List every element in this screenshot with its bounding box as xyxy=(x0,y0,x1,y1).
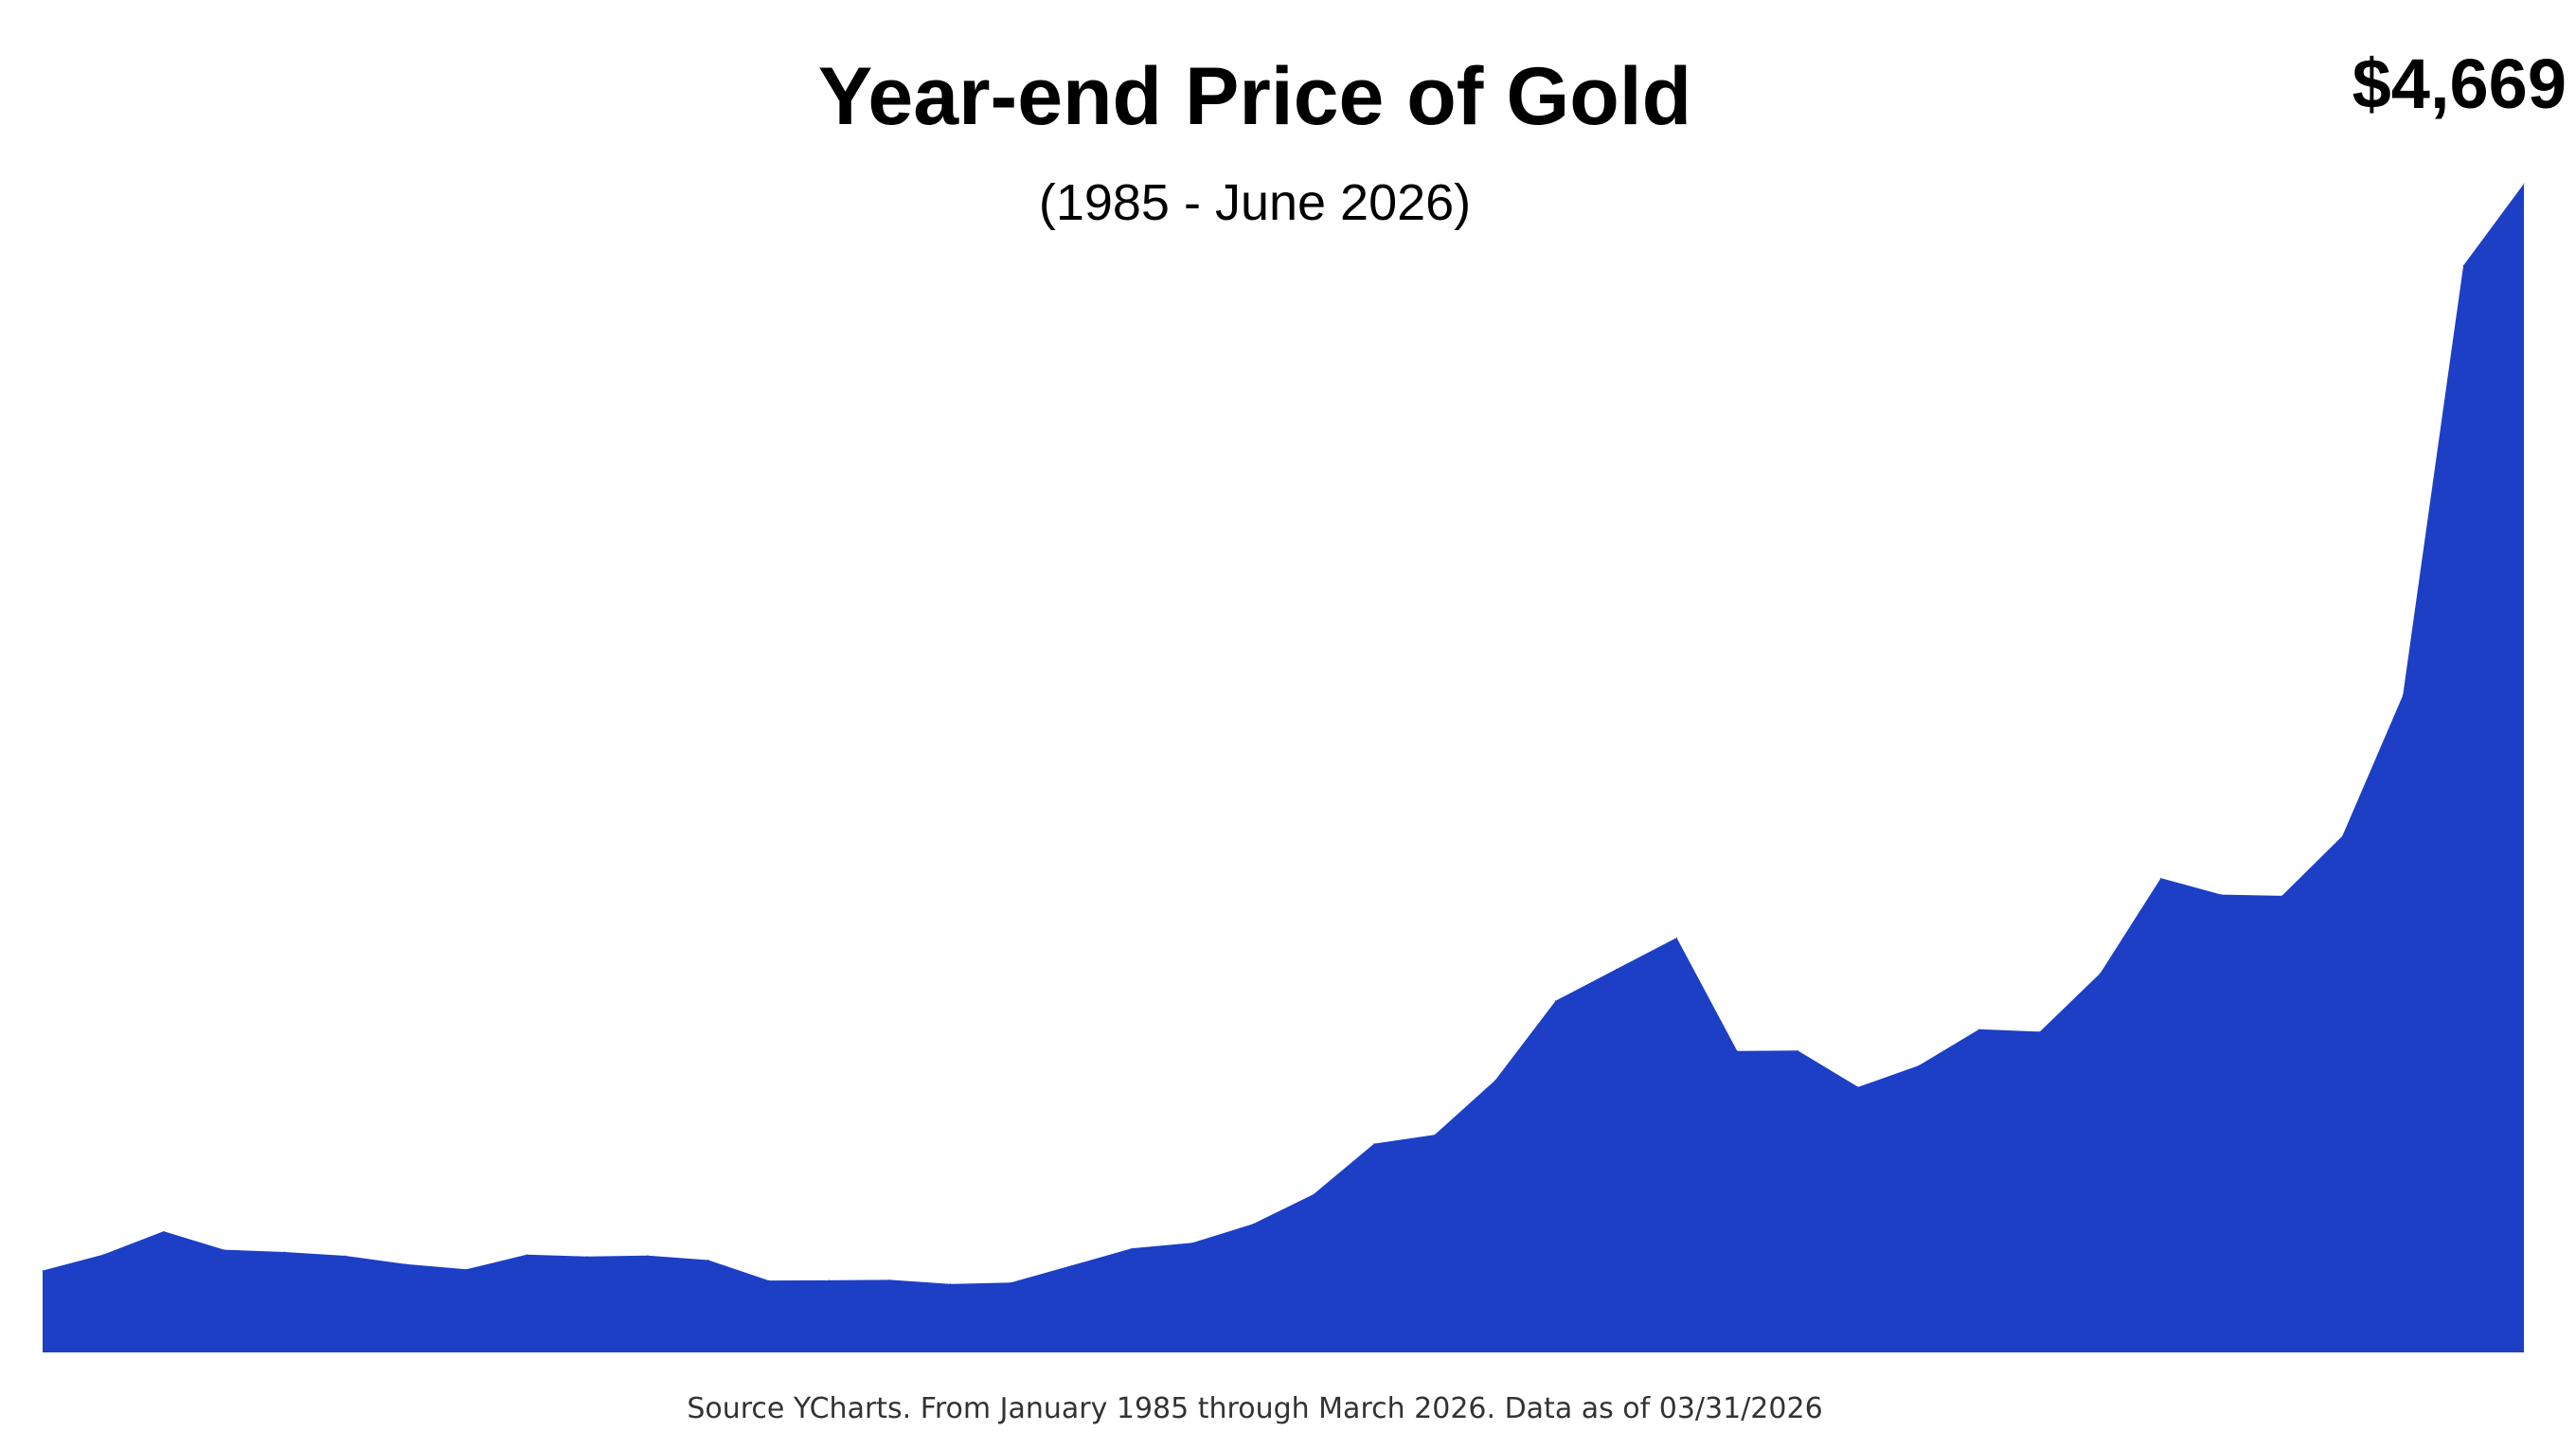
chart-title: Year-end Price of Gold xyxy=(817,51,1692,142)
data-point-2021 xyxy=(2221,894,2222,896)
data-point-1997 xyxy=(768,1279,770,1281)
data-point-2015 xyxy=(1857,1086,1859,1088)
data-point-1993 xyxy=(526,1254,528,1256)
data-point-2005 xyxy=(1252,1223,1254,1225)
data-point-1994 xyxy=(586,1256,588,1258)
chart-subtitle: (1985 - June 2026) xyxy=(1038,174,1472,231)
data-point-2020 xyxy=(2160,877,2162,879)
data-point-1985 xyxy=(42,1270,44,1272)
data-point-1995 xyxy=(647,1255,649,1257)
data-point-2018 xyxy=(2039,1030,2041,1032)
data-point-2009 xyxy=(1494,1080,1496,1082)
data-point-1992 xyxy=(465,1268,467,1270)
data-point-2008 xyxy=(1434,1134,1436,1136)
data-point-2003 xyxy=(1131,1247,1133,1249)
end-value-label: $4,669 xyxy=(2352,45,2567,123)
data-point-2022 xyxy=(2281,895,2282,897)
data-point-1989 xyxy=(284,1251,286,1253)
data-point-2010 xyxy=(1555,1000,1557,1002)
data-point-2019 xyxy=(2100,973,2102,975)
data-point-2007 xyxy=(1373,1143,1375,1145)
data-point-2002 xyxy=(1070,1264,1072,1266)
data-point-2000 xyxy=(950,1283,951,1285)
data-point-1987 xyxy=(163,1230,165,1232)
data-point-June 2026 xyxy=(2523,183,2525,185)
data-point-1998 xyxy=(829,1279,831,1281)
data-point-2006 xyxy=(1313,1193,1315,1195)
data-point-2011 xyxy=(1616,968,1617,970)
data-point-2012 xyxy=(1675,937,1677,939)
data-point-2025 xyxy=(2462,264,2464,266)
source-note: Source YCharts. From January 1985 throug… xyxy=(687,1392,1823,1425)
data-point-1999 xyxy=(889,1279,891,1280)
data-point-2016 xyxy=(1918,1064,1920,1066)
data-point-1990 xyxy=(345,1255,346,1257)
data-point-1986 xyxy=(102,1254,104,1256)
data-point-1991 xyxy=(404,1263,406,1265)
data-point-2013 xyxy=(1736,1050,1738,1052)
data-point-2023 xyxy=(2341,835,2343,837)
gold-price-area xyxy=(43,184,2524,1352)
data-points xyxy=(42,183,2525,1285)
data-point-2024 xyxy=(2402,694,2404,696)
data-point-1996 xyxy=(707,1260,709,1261)
